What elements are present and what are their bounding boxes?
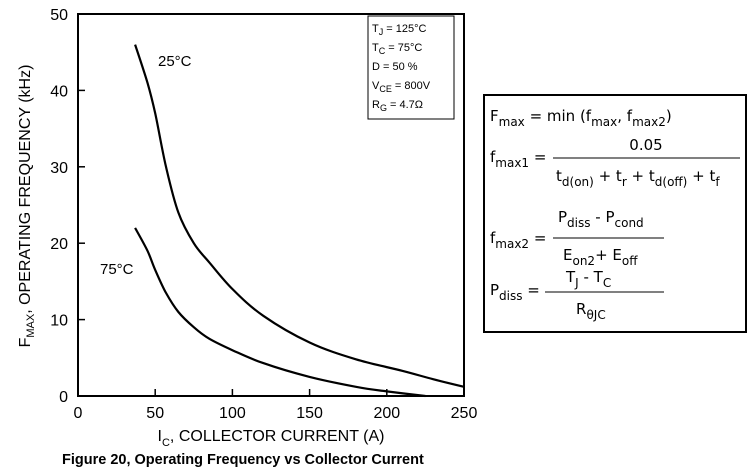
series-line-75c: [134, 227, 426, 398]
condition-line: TC = 75°C: [372, 42, 422, 56]
series-label-25c: 25°C: [158, 53, 192, 70]
svg-text:fmax1 =: fmax1 =: [490, 148, 546, 170]
x-axis-title: IC, COLLECTOR CURRENT (A): [158, 428, 385, 449]
svg-text:0.05: 0.05: [629, 136, 662, 154]
y-tick-label: 40: [50, 83, 68, 100]
conditions-box: TJ = 125°C TC = 75°C D = 50 % VCE = 800V RG …: [367, 15, 455, 120]
y-axis: 0 10 20 30 40 50: [50, 7, 85, 406]
condition-line: RG = 4.7Ω: [372, 99, 423, 113]
formula-fmax1: fmax1 = 0.05 td(on) + tr + td(off) + tf: [490, 136, 740, 189]
svg-text:td(on) + tr + td(off) + tf: td(on) + tr + td(off) + tf: [556, 167, 720, 189]
x-tick-label: 100: [219, 405, 246, 422]
x-tick-label: 200: [373, 405, 400, 422]
formula-box: Fmax = min (fmax, fmax2) fmax1 = 0.05 td…: [483, 94, 747, 333]
series-line-25c: [134, 44, 465, 388]
y-axis-title: FMAX, OPERATING FREQUENCY (kHz): [17, 65, 37, 348]
series-label-75c: 75°C: [100, 261, 134, 278]
svg-text:Pdiss =: Pdiss =: [490, 281, 540, 303]
formula-pdiss: Pdiss = TJ - TC RθJC: [490, 268, 664, 322]
series-layer: [134, 44, 465, 398]
x-tick-label: 250: [451, 405, 478, 422]
y-tick-label: 50: [50, 7, 68, 24]
formula-fmax: Fmax = min (fmax, fmax2): [490, 107, 672, 129]
svg-text:fmax2 =: fmax2 =: [490, 229, 546, 251]
y-tick-label: 0: [59, 389, 68, 406]
figure-caption: Figure 20, Operating Frequency vs Collec…: [62, 452, 424, 468]
condition-line: D = 50 %: [372, 61, 418, 73]
condition-line: TJ = 125°C: [372, 23, 427, 37]
y-tick-label: 10: [50, 313, 68, 330]
y-tick-label: 30: [50, 160, 68, 177]
x-tick-label: 50: [146, 405, 164, 422]
x-axis: 0 50 100 150 200 250: [74, 389, 478, 422]
x-tick-label: 0: [74, 405, 83, 422]
svg-text:Eon2+ Eoff: Eon2+ Eoff: [563, 246, 638, 268]
x-tick-label: 150: [296, 405, 323, 422]
y-tick-label: 20: [50, 236, 68, 253]
condition-line: VCE = 800V: [372, 80, 431, 94]
plot-frame: [77, 13, 465, 397]
